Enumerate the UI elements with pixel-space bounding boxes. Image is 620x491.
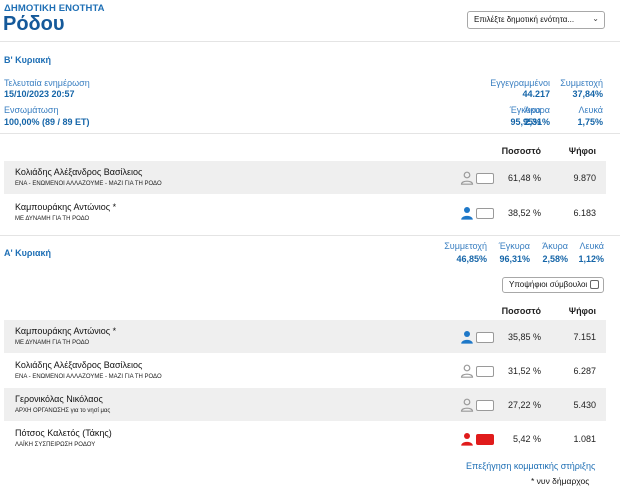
valid-label: Έγκυρα bbox=[509, 105, 541, 115]
blank-value: 1,75% bbox=[577, 117, 603, 127]
col-votes-header: Ψήφοι bbox=[568, 146, 596, 156]
candidate-percent: 5,42 % bbox=[512, 434, 541, 444]
councillors-toggle[interactable]: Υποψήφιοι σύμβουλοι bbox=[502, 277, 604, 293]
turnout-a-value: 46,85% bbox=[456, 254, 487, 264]
integration-value: 100,00% (89 / 89 ΕΤ) bbox=[4, 117, 90, 127]
person-icon bbox=[460, 364, 474, 378]
party-color-swatch bbox=[476, 332, 494, 343]
divider bbox=[0, 133, 620, 134]
invalid-value: 2,31% bbox=[524, 117, 550, 127]
candidate-name: Γερονικόλας Νικόλαος bbox=[15, 394, 103, 404]
col-votes-header: Ψήφοι bbox=[568, 306, 596, 316]
candidate-name: Καμπουράκης Αντώνιος * bbox=[15, 202, 117, 212]
unit-select[interactable]: Επιλέξτε δημοτική ενότητα... ⌄ bbox=[467, 11, 605, 29]
candidate-row[interactable]: Κολιάδης Αλέξανδρος Βασίλειος ΕΝΑ - ΕΝΩΜΕ… bbox=[4, 354, 606, 387]
candidate-percent: 61,48 % bbox=[507, 173, 541, 183]
section-subtitle: ΔΗΜΟΤΙΚΗ ΕΝΟΤΗΤΑ bbox=[4, 3, 105, 14]
councillors-checkbox[interactable] bbox=[590, 280, 599, 289]
candidate-percent: 31,52 % bbox=[507, 366, 541, 376]
candidate-party: ΕΝΑ - ΕΝΩΜΕΝΟΙ ΑΛΛΑΖΟΥΜΕ - ΜΑΖΙ ΓΙΑ ΤΗ Ρ… bbox=[15, 374, 162, 380]
candidate-name: Πότσος Καλετός (Τάκης) bbox=[15, 428, 112, 438]
divider bbox=[0, 235, 620, 236]
valid-a-value: 96,31% bbox=[499, 254, 530, 264]
party-color-swatch bbox=[476, 173, 494, 184]
candidate-party: ΑΡΧΗ ΟΡΓΑΝΩΣΗΣ για το νησί μας bbox=[15, 408, 111, 414]
candidate-party: ΜΕ ΔΥΝΑΜΗ ΓΙΑ ΤΗ ΡΟΔΟ bbox=[15, 340, 90, 346]
chevron-down-icon: ⌄ bbox=[592, 14, 599, 23]
divider bbox=[0, 41, 620, 42]
valid-a-label: Έγκυρα bbox=[498, 241, 530, 251]
registered-label: Εγγεγραμμένοι bbox=[490, 78, 550, 88]
page-title: Ρόδου bbox=[3, 13, 65, 35]
blank-a-label: Λευκά bbox=[579, 241, 604, 251]
party-color-swatch bbox=[476, 208, 494, 219]
party-color-swatch bbox=[476, 434, 494, 445]
party-color-swatch bbox=[476, 366, 494, 377]
candidate-row[interactable]: Πότσος Καλετός (Τάκης) ΛΑΪΚΗ ΣΥΣΠΕΙΡΩΣΗ Ρ… bbox=[4, 422, 606, 455]
invalid-a-label: Άκυρα bbox=[542, 241, 568, 251]
blank-a-value: 1,12% bbox=[578, 254, 604, 264]
candidate-name: Κολιάδης Αλέξανδρος Βασίλειος bbox=[15, 360, 143, 370]
valid-value: 95,95% bbox=[510, 117, 541, 127]
registered-value: 44.217 bbox=[522, 89, 550, 99]
candidate-row[interactable]: Καμπουράκης Αντώνιος * ΜΕ ΔΥΝΑΜΗ ΓΙΑ ΤΗ Ρ… bbox=[4, 196, 606, 229]
candidate-votes: 6.183 bbox=[573, 208, 596, 218]
candidate-votes: 1.081 bbox=[573, 434, 596, 444]
unit-select-value: Επιλέξτε δημοτική ενότητα... bbox=[474, 15, 575, 24]
col-percent-header: Ποσοστό bbox=[501, 306, 541, 316]
person-icon bbox=[460, 206, 474, 220]
person-icon bbox=[460, 398, 474, 412]
candidate-row[interactable]: Κολιάδης Αλέξανδρος Βασίλειος ΕΝΑ - ΕΝΩΜΕ… bbox=[4, 161, 606, 194]
candidate-percent: 38,52 % bbox=[507, 208, 541, 218]
integration-label: Ενσωμάτωση bbox=[4, 105, 59, 115]
candidate-percent: 35,85 % bbox=[507, 332, 541, 342]
invalid-label: Άκυρα bbox=[524, 105, 550, 115]
councillors-label: Υποψήφιοι σύμβουλοι bbox=[509, 280, 588, 289]
last-update-label: Τελευταία ενημέρωση bbox=[4, 78, 90, 88]
last-update-value: 15/10/2023 20:57 bbox=[4, 89, 75, 99]
candidate-name: Καμπουράκης Αντώνιος * bbox=[15, 326, 117, 336]
col-percent-header: Ποσοστό bbox=[501, 146, 541, 156]
party-color-swatch bbox=[476, 400, 494, 411]
candidate-row[interactable]: Καμπουράκης Αντώνιος * ΜΕ ΔΥΝΑΜΗ ΓΙΑ ΤΗ Ρ… bbox=[4, 320, 606, 353]
person-icon bbox=[460, 330, 474, 344]
candidate-votes: 9.870 bbox=[573, 173, 596, 183]
round-b-title: Β' Κυριακή bbox=[4, 55, 51, 65]
footnote: * νυν δήμαρχος bbox=[531, 476, 590, 486]
person-icon bbox=[460, 171, 474, 185]
person-icon bbox=[460, 432, 474, 446]
blank-label: Λευκά bbox=[578, 105, 603, 115]
candidate-name: Κολιάδης Αλέξανδρος Βασίλειος bbox=[15, 167, 143, 177]
candidate-row[interactable]: Γερονικόλας Νικόλαος ΑΡΧΗ ΟΡΓΑΝΩΣΗΣ για τ… bbox=[4, 388, 606, 421]
candidate-votes: 6.287 bbox=[573, 366, 596, 376]
turnout-a-label: Συμμετοχή bbox=[444, 241, 487, 251]
invalid-a-value: 2,58% bbox=[542, 254, 568, 264]
candidate-percent: 27,22 % bbox=[507, 400, 541, 410]
candidate-party: ΕΝΑ - ΕΝΩΜΕΝΟΙ ΑΛΛΑΖΟΥΜΕ - ΜΑΖΙ ΓΙΑ ΤΗ Ρ… bbox=[15, 181, 162, 187]
candidate-votes: 7.151 bbox=[573, 332, 596, 342]
turnout-label: Συμμετοχή bbox=[560, 78, 603, 88]
party-support-explanation-link[interactable]: Επεξήγηση κομματικής στήριξης bbox=[466, 461, 596, 471]
turnout-value: 37,84% bbox=[572, 89, 603, 99]
candidate-party: ΜΕ ΔΥΝΑΜΗ ΓΙΑ ΤΗ ΡΟΔΟ bbox=[15, 216, 90, 222]
candidate-party: ΛΑΪΚΗ ΣΥΣΠΕΙΡΩΣΗ ΡΟΔΟΥ bbox=[15, 442, 96, 448]
candidate-votes: 5.430 bbox=[573, 400, 596, 410]
round-a-title: Α' Κυριακή bbox=[4, 248, 51, 258]
